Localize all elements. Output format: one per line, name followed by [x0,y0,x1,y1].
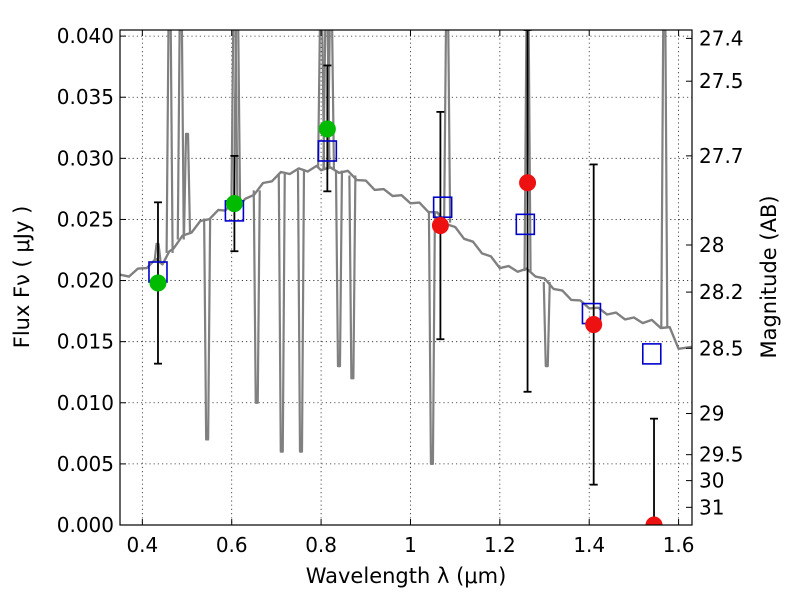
emission-line [232,30,242,206]
right-tick-label: 28.2 [699,280,744,304]
x-tick-label: 1.4 [573,533,605,557]
x-tick-label: 0.6 [216,533,248,557]
observed-flux-point [645,516,663,525]
right-tick-label: 29 [699,402,724,426]
right-tick-label: 27.7 [699,144,744,168]
observed-flux-point [318,120,336,138]
emission-line [165,30,174,253]
model-flux-box [641,343,662,365]
right-tick-label: 27.4 [699,26,744,50]
x-tick-label: 1 [404,533,417,557]
right-tick-label: 31 [699,495,724,519]
emission-line [443,30,452,223]
emission-line [203,218,212,441]
ticks [120,30,692,526]
emission-line [542,282,551,368]
x-tick-labels: 0.4 0.6 0.8 1 1.2 1.4 1.6 [126,533,694,557]
observed-flux-point [149,274,167,292]
emission-line [326,30,336,170]
y-tick-labels: 0.000 0.005 0.010 0.015 0.020 0.025 0.030 0.035… [57,24,114,537]
y-tick-label: 0.035 [57,85,114,109]
y-tick-label: 0.015 [57,330,114,354]
observed-flux-point [225,195,243,213]
emission-line [523,30,532,272]
observed-flux-point [519,174,537,192]
plot-frame [119,29,693,526]
observed-flux-point [585,316,603,334]
y-tick-label: 0.010 [57,391,114,415]
y-tick-label: 0.025 [57,207,114,231]
errorbars [153,30,659,525]
emission-line [252,190,261,404]
emission-line [277,173,286,453]
model-flux-box [432,196,453,219]
y-tick-label: 0.000 [57,513,114,537]
right-tick-label: 28 [699,233,724,257]
right-tick-label: 30 [699,469,724,493]
model-boxes [148,140,662,365]
model-flux-box [515,213,536,236]
emission-line [176,30,185,240]
spectrum-layer [120,164,692,350]
emission-line [427,211,437,465]
plot-area [120,30,692,525]
grid [120,30,692,526]
right-tick-label: 28.5 [699,336,744,360]
emission-lines [153,30,669,465]
y-tick-label: 0.005 [57,452,114,476]
emission-line [348,175,357,380]
x-axis-title: Wavelength λ (μm) [306,564,507,588]
model-flux-box [317,140,338,162]
emission-line [230,30,239,206]
right-tick-label: 27.5 [699,69,744,93]
emission-line [660,30,669,328]
spectrum-line [120,164,692,350]
emission-line [316,30,326,169]
y-tick-label: 0.030 [57,146,114,170]
emission-line [296,170,306,453]
emission-line [182,132,192,235]
y-axis-title: Flux Fν ( μJy ) [10,206,34,349]
emission-line [334,170,344,368]
x-tick-label: 0.8 [305,533,337,557]
y-tick-label: 0.020 [57,269,114,293]
right-tick-label: 29.5 [699,443,744,467]
x-tick-label: 1.6 [663,533,695,557]
right-axis-title: Magnitude (AB) [757,195,781,358]
observed-points [149,120,663,525]
y-tick-label: 0.040 [57,24,114,48]
x-tick-label: 0.4 [126,533,158,557]
x-tick-label: 1.2 [484,533,516,557]
observed-flux-point [431,217,449,235]
